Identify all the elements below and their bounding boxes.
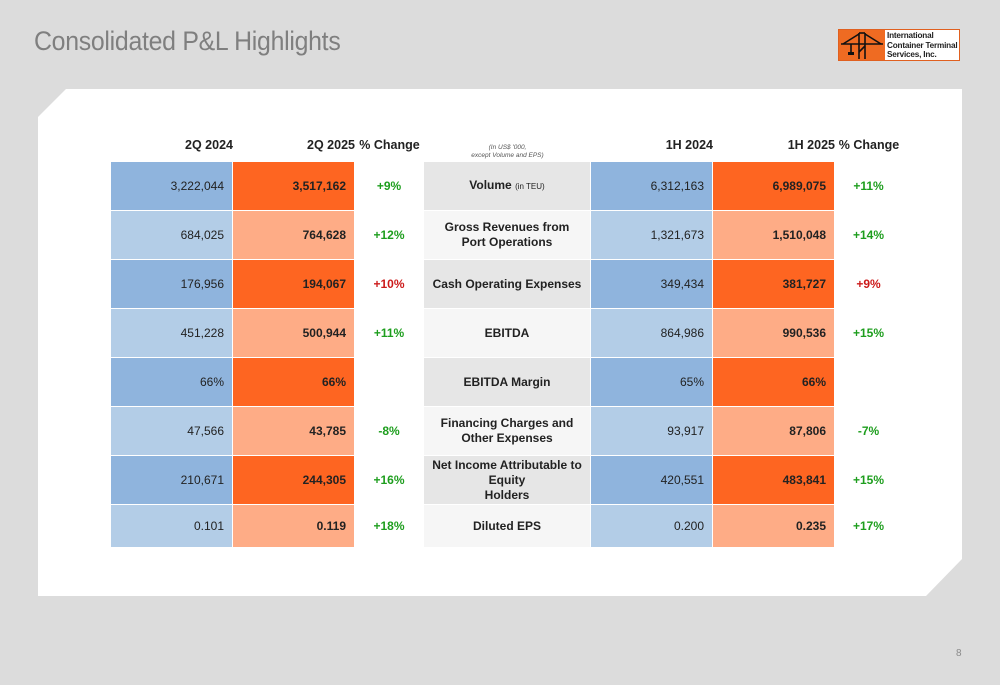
- cell-2q-2024: 0.101: [111, 505, 233, 548]
- cell-2q-2024: 66%: [111, 358, 233, 407]
- cell-2q-2024: 451,228: [111, 309, 233, 358]
- row-label: Volume (in TEU): [424, 162, 591, 211]
- header-2q-2025: 2Q 2025: [307, 138, 355, 152]
- table-row: 66% 66% EBITDA Margin 65% 66%: [111, 358, 903, 407]
- header-1h-2025: 1H 2025: [787, 138, 835, 152]
- cell-1h-2025: 1,510,048: [713, 211, 835, 260]
- cell-q-change: +18%: [355, 505, 424, 548]
- cell-1h-2024: 65%: [591, 358, 713, 407]
- table-row: 0.101 0.119 +18% Diluted EPS 0.200 0.235…: [111, 505, 903, 548]
- ictsi-logo: International Container Terminal Service…: [838, 29, 960, 61]
- cell-q-change: +10%: [355, 260, 424, 309]
- cell-1h-2025: 483,841: [713, 456, 835, 505]
- cell-h-change: +11%: [835, 162, 903, 211]
- crane-icon: [839, 30, 885, 60]
- header-q-change: % Change: [359, 138, 420, 152]
- unit-note: (In US$ '000, except Volume and EPS): [471, 144, 544, 159]
- cell-2q-2025: 0.119: [233, 505, 355, 548]
- cell-2q-2024: 176,956: [111, 260, 233, 309]
- table-card: 2Q 2024 2Q 2025 % Change (In US$ '000, e…: [38, 89, 962, 596]
- cell-h-change: +14%: [835, 211, 903, 260]
- row-label: EBITDA Margin: [424, 358, 591, 407]
- header-1h-2024: 1H 2024: [665, 138, 713, 152]
- cell-1h-2024: 349,434: [591, 260, 713, 309]
- cell-2q-2025: 194,067: [233, 260, 355, 309]
- row-label: Cash Operating Expenses: [424, 260, 591, 309]
- cell-q-change: -8%: [355, 407, 424, 456]
- table-row: 176,956 194,067 +10% Cash Operating Expe…: [111, 260, 903, 309]
- cell-1h-2024: 0.200: [591, 505, 713, 548]
- cell-2q-2025: 764,628: [233, 211, 355, 260]
- table-header-row: 2Q 2024 2Q 2025 % Change (In US$ '000, e…: [111, 121, 903, 162]
- cell-2q-2025: 43,785: [233, 407, 355, 456]
- header-2q-2024: 2Q 2024: [185, 138, 233, 152]
- cell-2q-2024: 684,025: [111, 211, 233, 260]
- cell-h-change: +15%: [835, 309, 903, 358]
- cell-2q-2025: 500,944: [233, 309, 355, 358]
- header-h-change: % Change: [838, 138, 900, 152]
- page-number: 8: [956, 648, 962, 659]
- row-label: Gross Revenues from Port Operations: [424, 211, 591, 260]
- table-row: 47,566 43,785 -8% Financing Charges and O…: [111, 407, 903, 456]
- table-row: 3,222,044 3,517,162 +9% Volume (in TEU) …: [111, 162, 903, 211]
- cell-1h-2025: 6,989,075: [713, 162, 835, 211]
- cell-1h-2025: 990,536: [713, 309, 835, 358]
- cell-1h-2025: 87,806: [713, 407, 835, 456]
- table-row: 684,025 764,628 +12% Gross Revenues from…: [111, 211, 903, 260]
- row-label: Net Income Attributable to Equity Holders: [424, 456, 591, 505]
- table-row: 451,228 500,944 +11% EBITDA 864,986 990,…: [111, 309, 903, 358]
- cell-1h-2025: 66%: [713, 358, 835, 407]
- company-name: International Container Terminal Service…: [887, 31, 958, 59]
- cell-2q-2025: 244,305: [233, 456, 355, 505]
- cell-1h-2025: 0.235: [713, 505, 835, 548]
- cell-2q-2024: 3,222,044: [111, 162, 233, 211]
- cell-1h-2025: 381,727: [713, 260, 835, 309]
- cell-q-change: +12%: [355, 211, 424, 260]
- cell-q-change: +11%: [355, 309, 424, 358]
- cell-2q-2025: 66%: [233, 358, 355, 407]
- row-label: Financing Charges and Other Expenses: [424, 407, 591, 456]
- cell-h-change: +17%: [835, 505, 903, 548]
- row-label: Diluted EPS: [424, 505, 591, 548]
- cell-1h-2024: 864,986: [591, 309, 713, 358]
- cell-h-change: +15%: [835, 456, 903, 505]
- cell-q-change: +9%: [355, 162, 424, 211]
- cell-1h-2024: 6,312,163: [591, 162, 713, 211]
- cell-q-change: +16%: [355, 456, 424, 505]
- cell-2q-2025: 3,517,162: [233, 162, 355, 211]
- cell-q-change: [355, 358, 424, 407]
- cell-1h-2024: 420,551: [591, 456, 713, 505]
- pl-table: 2Q 2024 2Q 2025 % Change (In US$ '000, e…: [111, 121, 903, 548]
- cell-h-change: +9%: [835, 260, 903, 309]
- cell-h-change: -7%: [835, 407, 903, 456]
- cell-2q-2024: 47,566: [111, 407, 233, 456]
- row-label: EBITDA: [424, 309, 591, 358]
- cell-1h-2024: 1,321,673: [591, 211, 713, 260]
- cell-2q-2024: 210,671: [111, 456, 233, 505]
- cell-h-change: [835, 358, 903, 407]
- cell-1h-2024: 93,917: [591, 407, 713, 456]
- table-row: 210,671 244,305 +16% Net Income Attribut…: [111, 456, 903, 505]
- page-title: Consolidated P&L Highlights: [34, 26, 341, 56]
